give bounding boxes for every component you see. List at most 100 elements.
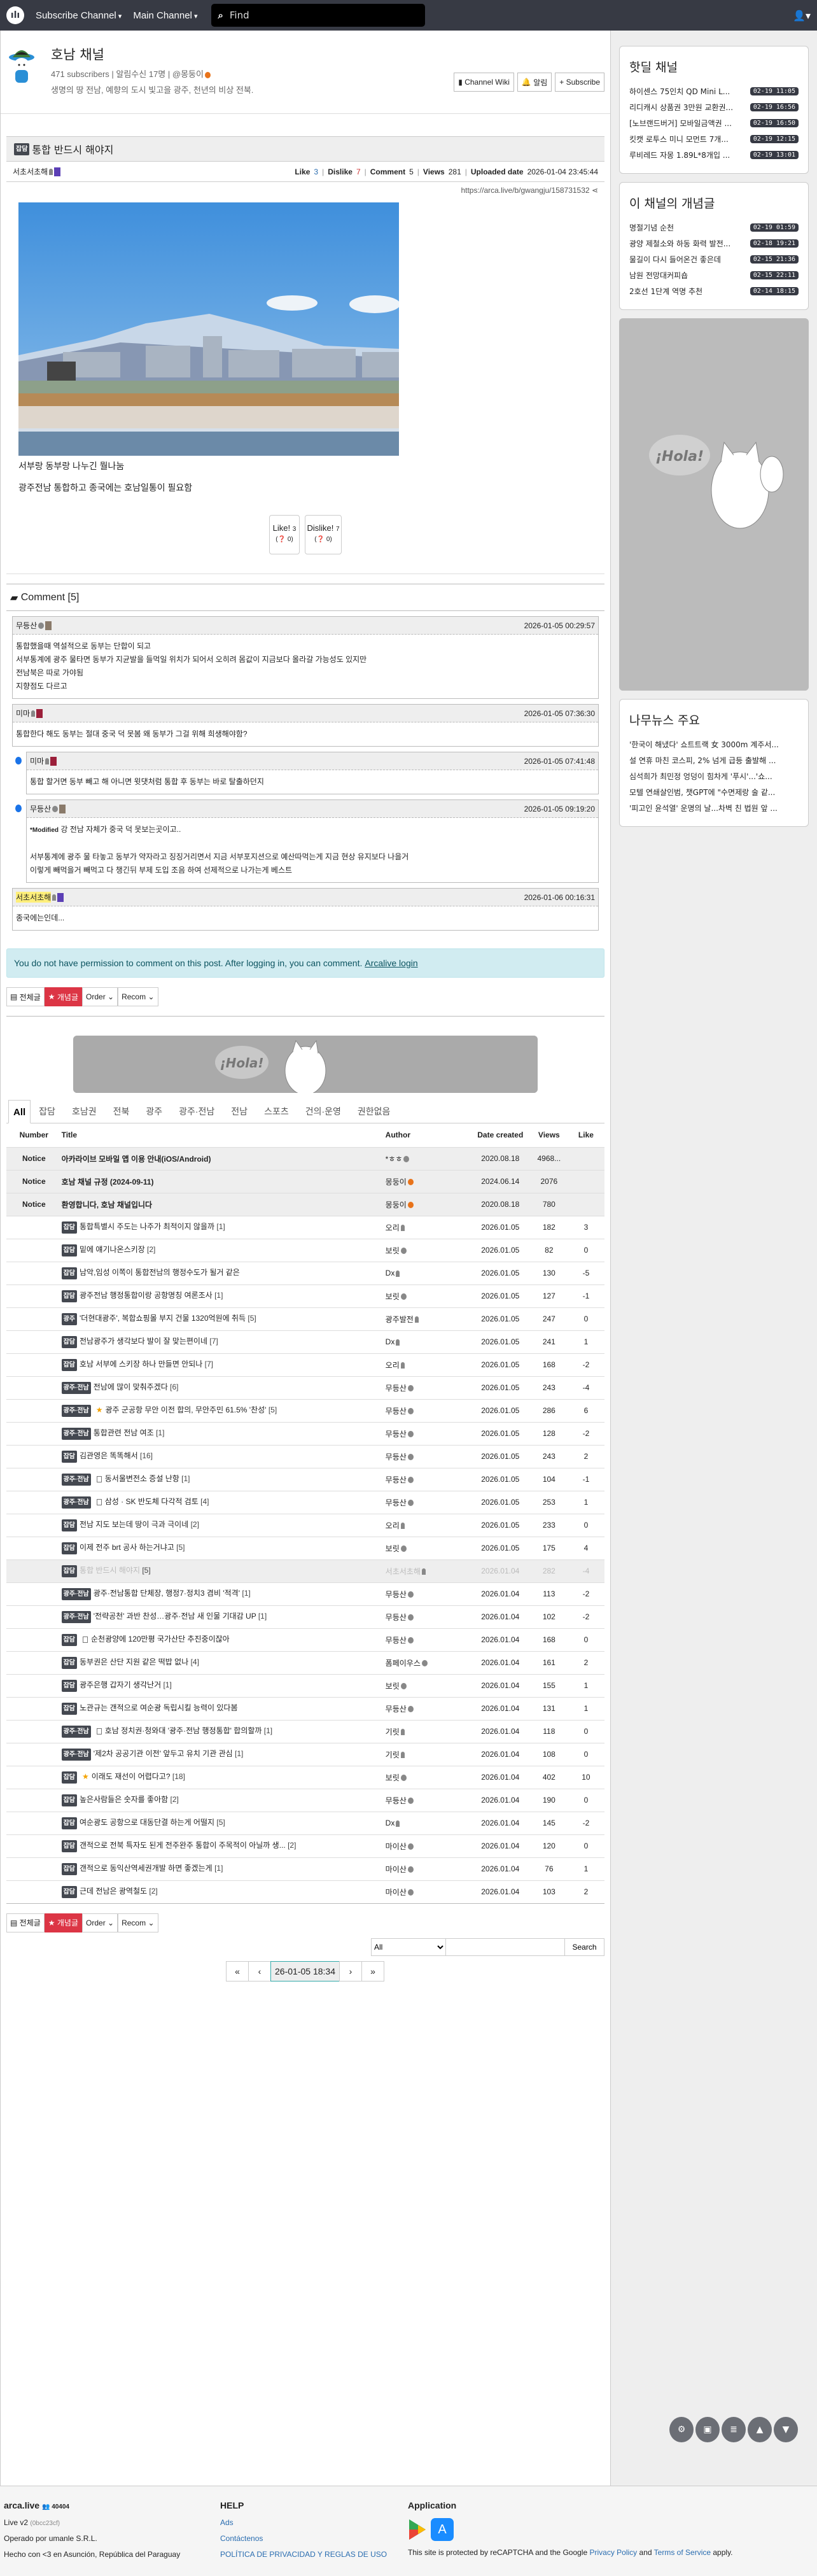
post-title[interactable]: 노관규는 갠적으로 여순광 독립시킬 능력이 있다봄 (80, 1703, 238, 1712)
all-posts-button[interactable]: ▤ 전체글 (6, 1913, 45, 1932)
post-title[interactable]: 갠적으로 동익산역세권개발 하면 좋겠는게 (80, 1864, 213, 1873)
table-row[interactable]: 광주·전남 '전략공천' 과반 찬성…광주·전남 새 인물 기대감 UP [1] 무… (6, 1605, 604, 1628)
post-title-cell[interactable]: 잡담 높은사람들은 숫자를 좋아함 [2] (61, 1788, 386, 1812)
post-title-cell[interactable]: 잡담 이제 전주 brt 공사 하는거냐고 [5] (61, 1536, 386, 1559)
search-button[interactable]: Search (565, 1938, 604, 1956)
table-row[interactable]: 잡담 높은사람들은 숫자를 좋아함 [2] 무등산 2026.01.04 190 0 (6, 1788, 604, 1812)
sidebar-ad[interactable]: ¡Hola! (619, 318, 809, 691)
comment-author[interactable]: 서초서초해 (16, 892, 52, 903)
table-row[interactable]: 광주·전남 전남에 많이 맞춰주겠다 [6] 무등산 2026.01.05 243 -4 (6, 1376, 604, 1399)
category-badge[interactable]: 잡담 (61, 1542, 77, 1554)
channel-wiki-button[interactable]: ▮ Channel Wiki (454, 73, 514, 92)
author-name[interactable]: 서초서초해 (385, 1566, 421, 1576)
post-title-cell[interactable]: 호남 채널 규정 (2024-09-11) (61, 1169, 386, 1193)
post-title-cell[interactable]: 광주 '더현대광주', 복합쇼핑몰 부지 건물 1320억원에 취득 [5] (61, 1307, 386, 1330)
post-title-cell[interactable]: 광주·전남 호남 정치권·청와대 '광주·전남 행정통합' 합의할까 [1] (61, 1719, 386, 1743)
hotdeal-item-title[interactable]: [노브랜드버거] 모바일금액권 ... (629, 119, 732, 128)
category-badge[interactable]: 잡담 (61, 1336, 77, 1348)
post-title-cell[interactable]: 잡담 순천광양에 120만평 국가산단 추진중이잖아 (61, 1628, 386, 1651)
policy-link[interactable]: POLÍTICA DE PRIVACIDAD Y REGLAS DE USO (220, 2550, 388, 2559)
post-title[interactable]: 호남 정치권·청와대 '광주·전남 행정통합' 합의할까 (104, 1726, 262, 1735)
author-name[interactable]: 무등산 (385, 1796, 407, 1805)
best-posts-button[interactable]: ★ 개념글 (44, 987, 83, 1006)
dislike-button[interactable]: Dislike! 7 (❓ 0) (305, 515, 342, 554)
table-row[interactable]: 광주 '더현대광주', 복합쇼핑몰 부지 건물 1320억원에 취득 [5] 광주발… (6, 1307, 604, 1330)
post-title[interactable]: 동부권은 산단 지원 같은 떡밥 없나 (80, 1658, 189, 1666)
post-title[interactable]: 통합 반드시 해야지 (80, 1566, 140, 1575)
table-row[interactable]: 잡담 남악,임성 이쪽이 통합전남의 행정수도가 될거 같은 Dx 2026.01.… (6, 1261, 604, 1284)
hotdeal-item[interactable]: 하이센스 75인치 QD Mini L... 02-19 11:05 (629, 83, 799, 99)
tab-category[interactable]: 전북 (113, 1106, 130, 1116)
best-item[interactable]: 2호선 1단계 역명 추천 02-14 18:15 (629, 283, 799, 299)
best-item[interactable]: 명절기념 순천 02-19 01:59 (629, 220, 799, 236)
category-badge[interactable]: 광주·전남 (61, 1588, 91, 1600)
category-badge[interactable]: 광주·전남 (61, 1749, 91, 1761)
post-title-cell[interactable]: 잡담 광주은행 갑자기 생각난거 [1] (61, 1673, 386, 1697)
table-row[interactable]: 잡담 김관영은 똑똑해서 [16] 무등산 2026.01.05 243 2 (6, 1444, 604, 1468)
notice-row[interactable]: Notice 아카라이브 모바일 앱 이용 안내(iOS/Android) *ㅎㅎ 2… (6, 1146, 604, 1170)
table-row[interactable]: 광주·전남 동서울변전소 증설 난항 [1] 무등산 2026.01.05 104 -1 (6, 1467, 604, 1491)
search-keyword-input[interactable] (446, 1938, 565, 1956)
table-row[interactable]: 잡담 밑에 얘기나온스키장 [2] 보릿 2026.01.05 82 0 (6, 1238, 604, 1262)
category-badge[interactable]: 잡담 (61, 1863, 77, 1875)
subscribe-button[interactable]: + Subscribe (555, 73, 604, 92)
hotdeal-title[interactable]: 핫딜 채널 (629, 60, 678, 74)
post-title[interactable]: 전남 지도 보는데 땅이 극과 극이네 (80, 1520, 189, 1529)
author-name[interactable]: 오리 (385, 1521, 400, 1530)
category-badge[interactable]: 잡담 (61, 1657, 77, 1669)
author-name[interactable]: 무등산 (385, 1383, 407, 1393)
hotdeal-item[interactable]: 킷캣 로투스 미니 모먼트 7개... 02-19 12:15 (629, 131, 799, 147)
alarm-button[interactable]: 🔔 알림 (517, 73, 552, 92)
hotdeal-item[interactable]: [노브랜드버거] 모바일금액권 ... 02-19 16:50 (629, 115, 799, 131)
hotdeal-item-title[interactable]: 킷캣 로투스 미니 모먼트 7개... (629, 135, 729, 144)
comment-author[interactable]: 무등산 (16, 621, 38, 630)
news-item[interactable]: '피고인 윤석열' 운명의 날...차벽 친 법원 앞 ... (629, 800, 799, 816)
post-title[interactable]: 환영합니다, 호남 채널입니다 (61, 1200, 153, 1209)
post-title[interactable]: 이제 전주 brt 공사 하는거냐고 (80, 1543, 174, 1552)
hotdeal-item-title[interactable]: 리디캐시 상품권 3만원 교환권... (629, 103, 734, 112)
author-name[interactable]: 무등산 (385, 1452, 407, 1461)
news-item-title[interactable]: 심석희가 최민정 엉덩이 힘차게 '푸시'...'쇼... (629, 772, 772, 781)
table-row[interactable]: 잡담 호남 서부에 스키장 하나 만들면 안되나 [7] 오리 2026.01.05 1… (6, 1353, 604, 1376)
category-badge[interactable]: 광주·전남 (61, 1474, 91, 1486)
category-badge[interactable]: 잡담 (61, 1267, 77, 1279)
category-badge[interactable]: 잡담 (61, 1817, 77, 1829)
ads-link[interactable]: Ads (220, 2518, 234, 2527)
category-badge[interactable]: 잡담 (61, 1359, 77, 1371)
main-channel-menu[interactable]: Main Channel (133, 10, 197, 21)
post-title-cell[interactable]: 잡담 전남 지도 보는데 땅이 극과 극이네 [2] (61, 1513, 386, 1537)
post-title[interactable]: '더현대광주', 복합쇼핑몰 부지 건물 1320억원에 취득 (80, 1314, 246, 1323)
category-badge[interactable]: 광주·전남 (61, 1726, 91, 1738)
author-name[interactable]: 마이산 (385, 1887, 407, 1897)
table-row[interactable]: 잡담 광주은행 갑자기 생각난거 [1] 보릿 2026.01.04 155 1 (6, 1673, 604, 1697)
category-badge[interactable]: 잡담 (61, 1680, 77, 1692)
post-author[interactable]: 서초서초해 (13, 167, 48, 176)
author-name[interactable]: 폼페이우스 (385, 1658, 421, 1668)
table-row[interactable]: 광주·전남 '제2차 공공기관 이전' 앞두고 유치 기관 관심 [1] 기릿 202… (6, 1742, 604, 1766)
tab-category[interactable]: 건의·운영 (305, 1106, 341, 1116)
app-store-icon[interactable]: A (431, 2518, 454, 2541)
all-posts-button[interactable]: ▤ 전체글 (6, 987, 45, 1006)
author-name[interactable]: *ㅎㅎ (385, 1154, 403, 1164)
last-page-button[interactable]: » (361, 1960, 384, 1981)
category-badge[interactable]: 잡담 (61, 1451, 77, 1463)
post-title[interactable]: 광주 군공항 무안 이전 합의, 무안주민 61.5% '찬성' (105, 1405, 267, 1414)
post-title-cell[interactable]: 환영합니다, 호남 채널입니다 (61, 1192, 386, 1216)
current-page-cursor[interactable]: 26-01-05 18:34 (270, 1960, 340, 1981)
table-row[interactable]: 잡담 갠적으로 전북 특자도 된게 전주완주 통합이 주목적이 아닐까 생... … (6, 1834, 604, 1857)
comments-icon[interactable]: ▣ (695, 2417, 720, 2442)
comment-author[interactable]: 미마 (30, 757, 45, 766)
author-name[interactable]: 보릿 (385, 1292, 400, 1301)
post-title[interactable]: 삼성 · SK 반도체 다각적 검토 (104, 1497, 199, 1506)
post-title[interactable]: 이래도 재선이 어렵다고? (91, 1772, 171, 1781)
news-item[interactable]: 심석희가 최민정 엉덩이 힘차게 '푸시'...'쇼... (629, 768, 799, 784)
notice-row[interactable]: Notice 호남 채널 규정 (2024-09-11) 몽둥이 2024.06.14… (6, 1169, 604, 1193)
category-badge[interactable]: 잡담 (61, 1771, 77, 1784)
table-row[interactable]: 잡담 전남광주가 생각보다 발이 잘 맞는편이네 [7] Dx 2026.01.05 2… (6, 1330, 604, 1353)
author-name[interactable]: 무등산 (385, 1406, 407, 1416)
news-item-title[interactable]: 모텔 연쇄살인범, 챗GPT에 "수면제랑 술 같... (629, 788, 776, 797)
hotdeal-item[interactable]: 루비레드 자몽 1.89L*8개입 ... 02-19 13:01 (629, 147, 799, 163)
order-select[interactable]: Order ⌄ (82, 1913, 118, 1932)
tab-category[interactable]: 스포츠 (264, 1106, 289, 1116)
post-title[interactable]: '제2차 공공기관 이전' 앞두고 유치 기관 관심 (93, 1749, 233, 1758)
